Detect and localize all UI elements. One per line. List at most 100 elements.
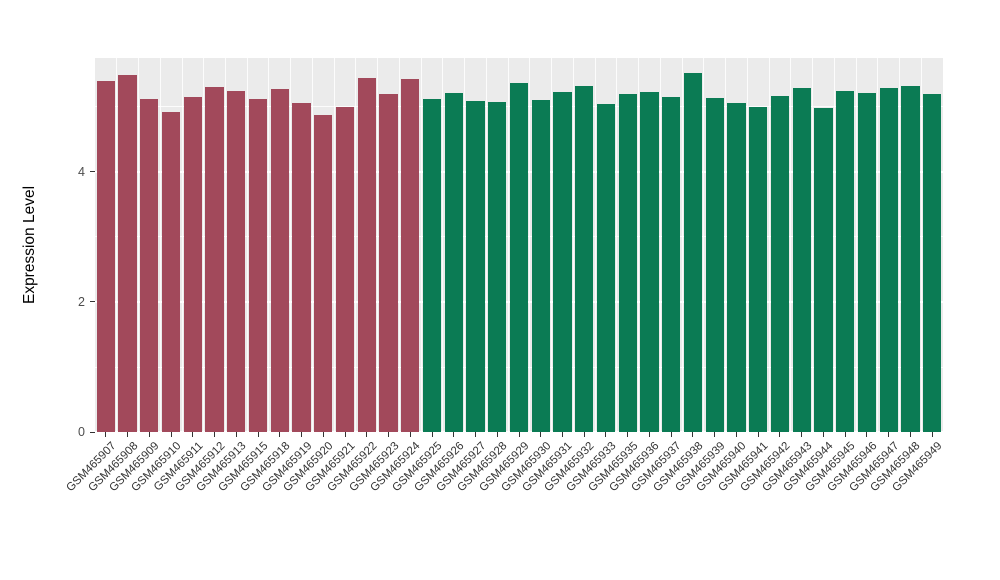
x-axis-tick bbox=[931, 432, 933, 437]
x-axis-tick bbox=[801, 432, 803, 437]
bar bbox=[401, 78, 420, 432]
x-axis-tick bbox=[214, 432, 216, 437]
gridline-minor-v bbox=[703, 58, 705, 432]
x-axis-tick bbox=[518, 432, 520, 437]
x-axis-tick bbox=[431, 432, 433, 437]
bar bbox=[466, 100, 485, 432]
gridline-minor-v bbox=[246, 58, 248, 432]
gridline-minor-v bbox=[899, 58, 900, 432]
gridline-minor-v bbox=[138, 58, 139, 432]
bar bbox=[314, 114, 333, 432]
x-axis-tick bbox=[257, 432, 259, 437]
x-axis-tick bbox=[344, 432, 346, 437]
gridline-minor-v bbox=[181, 58, 183, 432]
gridline-minor-v bbox=[355, 58, 357, 432]
gridline-minor-v bbox=[855, 58, 857, 432]
y-axis-title: Expression Level bbox=[21, 185, 38, 305]
gridline-minor-v bbox=[225, 58, 226, 432]
x-axis-tick bbox=[409, 432, 411, 437]
x-axis-tick bbox=[888, 432, 890, 437]
bar bbox=[335, 106, 355, 432]
gridline-minor-v bbox=[290, 58, 292, 432]
x-axis-tick bbox=[127, 432, 129, 437]
bar bbox=[727, 102, 746, 432]
x-axis-tick bbox=[148, 432, 150, 437]
x-axis-tick bbox=[779, 432, 781, 437]
bar bbox=[596, 103, 616, 432]
bar bbox=[140, 98, 159, 432]
x-axis-tick bbox=[866, 432, 868, 437]
bar bbox=[705, 97, 724, 432]
y-axis-tick bbox=[90, 431, 95, 433]
bar bbox=[270, 88, 289, 432]
bar bbox=[618, 93, 637, 432]
x-axis-tick bbox=[909, 432, 911, 437]
gridline-minor-v bbox=[311, 58, 313, 432]
gridline-minor-v bbox=[725, 58, 726, 432]
bar bbox=[836, 90, 855, 432]
bar bbox=[357, 77, 376, 432]
x-axis-tick bbox=[301, 432, 303, 437]
x-axis-tick bbox=[605, 432, 607, 437]
gridline-minor-v bbox=[616, 58, 618, 432]
bar bbox=[509, 82, 529, 432]
bar bbox=[444, 93, 463, 432]
x-axis-tick bbox=[822, 432, 824, 437]
bar bbox=[792, 87, 811, 432]
gridline-minor-v bbox=[485, 58, 487, 432]
gridline-minor-v bbox=[572, 58, 574, 432]
bar bbox=[379, 93, 398, 432]
x-axis-tick bbox=[692, 432, 694, 437]
bar bbox=[96, 80, 115, 432]
x-axis-tick bbox=[735, 432, 737, 437]
x-axis-tick bbox=[844, 432, 846, 437]
plot-area: 0 2 4 GSM465907 GSM465908 GSM465909 GSM465910 G… bbox=[64, 58, 945, 494]
gridline-minor-v bbox=[159, 58, 161, 432]
gridline-minor-v bbox=[638, 58, 640, 432]
gridline-minor-v bbox=[377, 58, 379, 432]
y-axis-tick bbox=[90, 301, 95, 303]
gridline-minor-v bbox=[116, 58, 118, 432]
x-axis-tick bbox=[105, 432, 107, 437]
gridline-minor-v bbox=[420, 58, 422, 432]
bar bbox=[531, 99, 550, 432]
gridline-minor-v bbox=[398, 58, 400, 432]
x-axis-tick bbox=[496, 432, 498, 437]
gridline-minor-v bbox=[768, 58, 770, 432]
x-axis-tick bbox=[670, 432, 672, 437]
gridline-minor-v bbox=[659, 58, 661, 432]
bar bbox=[161, 111, 181, 432]
bar bbox=[749, 106, 768, 432]
gridline-minor-v bbox=[529, 58, 531, 432]
gridline-minor-v bbox=[790, 58, 792, 432]
y-tick-label: 2 bbox=[78, 294, 85, 309]
x-axis-tick bbox=[627, 432, 629, 437]
x-axis-tick bbox=[453, 432, 455, 437]
x-axis-tick bbox=[561, 432, 563, 437]
gridline-minor-v bbox=[551, 58, 553, 432]
y-tick-label: 0 bbox=[78, 425, 85, 439]
gridline-minor-v bbox=[268, 58, 270, 432]
x-axis-tick bbox=[279, 432, 281, 437]
bar bbox=[814, 108, 833, 432]
x-axis-tick bbox=[714, 432, 716, 437]
x-axis-tick bbox=[388, 432, 390, 437]
gridline-minor-v bbox=[203, 58, 205, 432]
bar bbox=[248, 98, 268, 432]
gridline-minor-v bbox=[746, 58, 748, 432]
bar bbox=[205, 86, 224, 432]
gridline-minor-v bbox=[464, 58, 466, 432]
x-axis-tick bbox=[648, 432, 650, 437]
y-axis-tick bbox=[90, 171, 95, 173]
gridline-minor-v bbox=[920, 58, 922, 432]
x-axis-tick bbox=[235, 432, 237, 437]
gridline-minor-v bbox=[877, 58, 879, 432]
x-axis-tick bbox=[366, 432, 368, 437]
gridline-minor-v bbox=[594, 58, 596, 432]
y-tick-label: 4 bbox=[78, 164, 85, 179]
gridline-minor-v bbox=[812, 58, 813, 432]
bar bbox=[683, 72, 703, 432]
gridline-minor-v bbox=[442, 58, 444, 432]
bar bbox=[553, 91, 572, 432]
